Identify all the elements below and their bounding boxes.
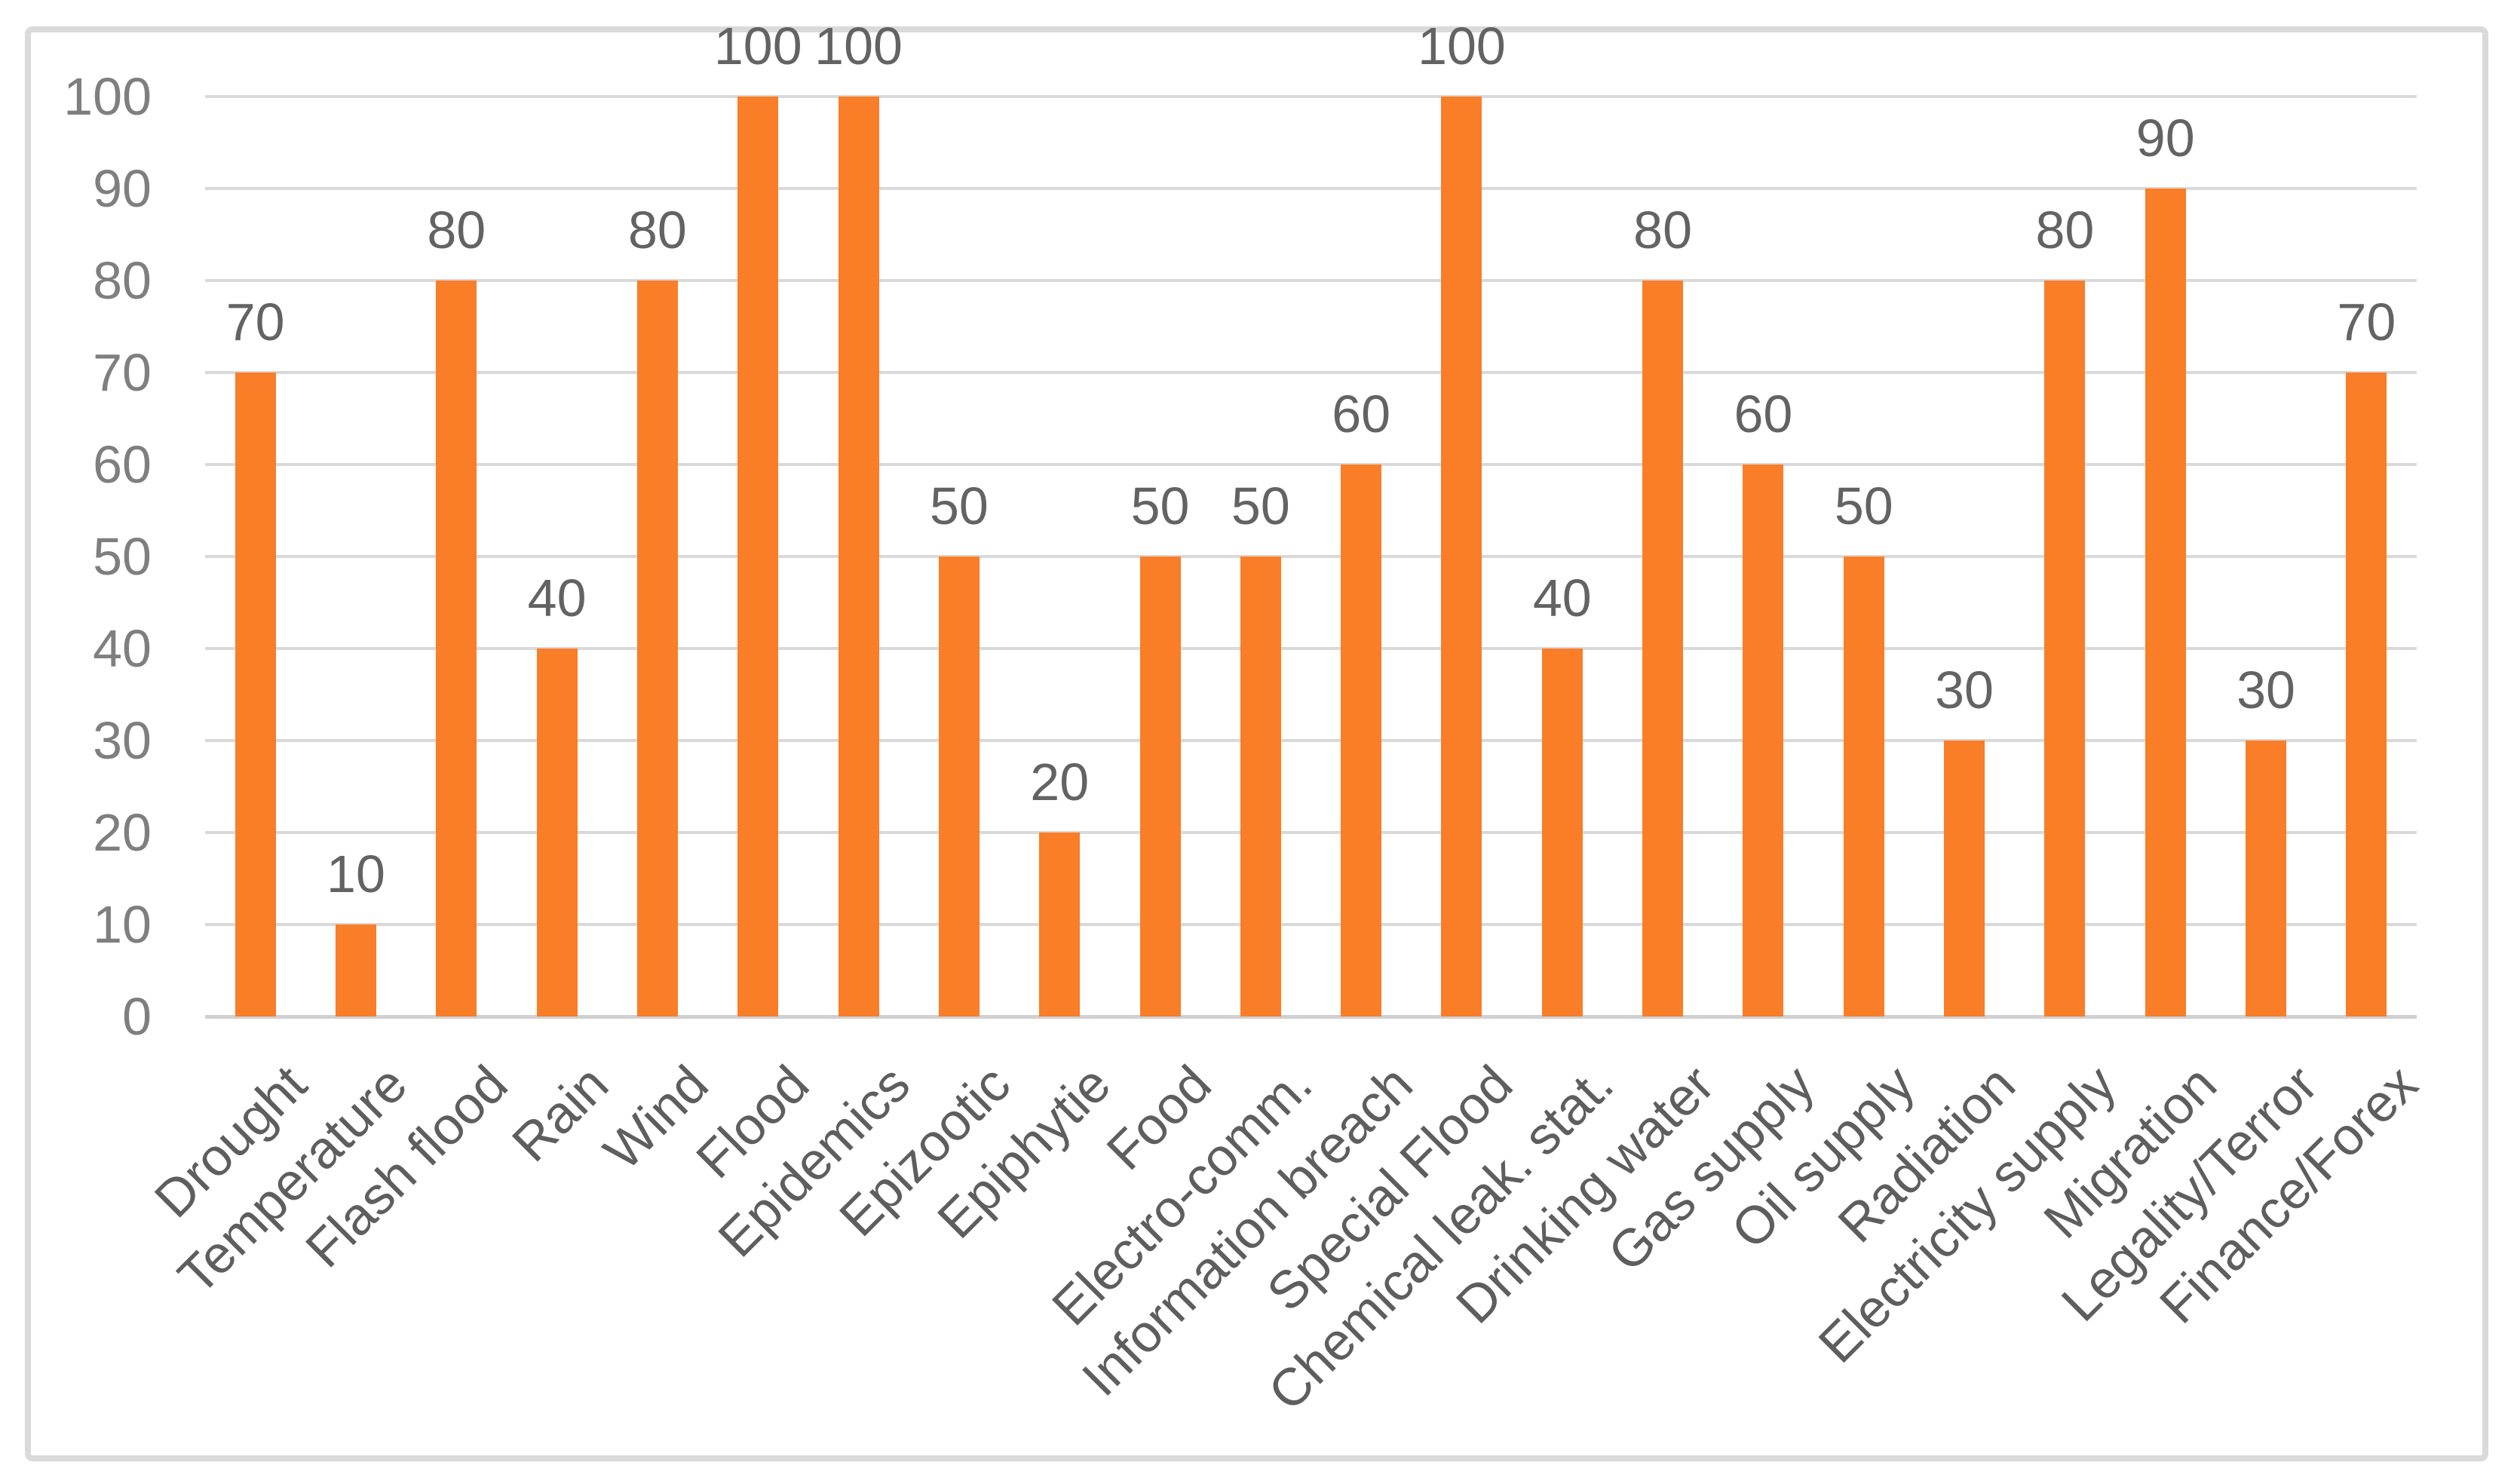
bar-information-breach (1341, 465, 1382, 1016)
y-tick-label: 30 (93, 711, 152, 770)
value-label: 30 (2237, 661, 2295, 719)
value-label: 70 (2337, 293, 2396, 351)
value-label: 50 (1834, 477, 1893, 535)
gridline (205, 371, 2417, 374)
y-tick-label: 100 (63, 67, 152, 126)
value-label: 100 (713, 17, 802, 75)
y-tick-label: 60 (93, 435, 152, 494)
bar-radiation (1944, 740, 1985, 1016)
bar-electro-comm- (1240, 556, 1281, 1016)
bar-wind (636, 281, 678, 1016)
bar-flood (737, 97, 779, 1016)
category-label: Rain (500, 1054, 619, 1173)
value-label: 50 (1130, 477, 1190, 535)
y-tick-label: 40 (93, 619, 152, 678)
bar-gas-supply (1743, 465, 1784, 1016)
value-label: 80 (1633, 201, 1693, 259)
bar-flash-flood (436, 281, 477, 1016)
bar-epidemics (838, 97, 879, 1016)
value-label: 50 (1231, 477, 1290, 535)
value-label: 30 (1935, 661, 1994, 719)
y-tick-label: 50 (93, 527, 152, 586)
bar-drinking-water (1642, 281, 1684, 1016)
value-label: 60 (1734, 385, 1793, 443)
value-label: 60 (1332, 385, 1391, 443)
gridline (205, 647, 2417, 650)
bar-electricity-supply (2044, 281, 2086, 1016)
value-label: 10 (327, 845, 385, 903)
value-label: 70 (225, 293, 285, 351)
gridline (205, 923, 2417, 926)
y-tick-label: 80 (93, 251, 152, 310)
gridline (205, 739, 2417, 742)
value-label: 80 (2035, 201, 2095, 259)
bar-rain (536, 648, 578, 1016)
bar-migration (2145, 189, 2186, 1016)
bar-oil-supply (1843, 556, 1884, 1016)
bar-finance-forex (2346, 373, 2387, 1016)
gridline (205, 463, 2417, 466)
gridline (205, 95, 2417, 98)
y-tick-label: 10 (93, 895, 152, 954)
value-label: 50 (929, 477, 989, 535)
bar-epizootic (938, 556, 980, 1016)
gridline (205, 279, 2417, 282)
bar-drought (235, 373, 276, 1016)
bar-temperature (335, 924, 376, 1016)
gridline (205, 187, 2417, 190)
x-axis-line (205, 1015, 2417, 1019)
value-label: 40 (1532, 569, 1592, 627)
gridline (205, 555, 2417, 558)
value-label: 20 (1030, 753, 1090, 811)
value-label: 80 (427, 201, 486, 259)
value-label: 100 (814, 17, 903, 75)
bar-legality-terror (2246, 740, 2287, 1016)
bar-epiphytie (1039, 832, 1081, 1016)
gridline (205, 831, 2417, 834)
y-tick-label: 20 (93, 803, 152, 862)
bar-special-flood (1441, 97, 1482, 1016)
bar-food (1139, 556, 1181, 1016)
chart-frame: 0 10 20 30 40 50 60 70 80 90 100 70 10 80 40 80 100 100 5… (25, 18, 2488, 1461)
y-tick-label: 70 (93, 343, 152, 402)
y-tick-label: 90 (93, 159, 152, 218)
value-label: 100 (1418, 17, 1506, 75)
y-tick-label: 0 (122, 987, 152, 1046)
value-label: 40 (527, 569, 587, 627)
bar-chemical-leak-stat- (1541, 648, 1583, 1016)
value-label: 80 (627, 201, 687, 259)
value-label: 90 (2135, 109, 2195, 167)
